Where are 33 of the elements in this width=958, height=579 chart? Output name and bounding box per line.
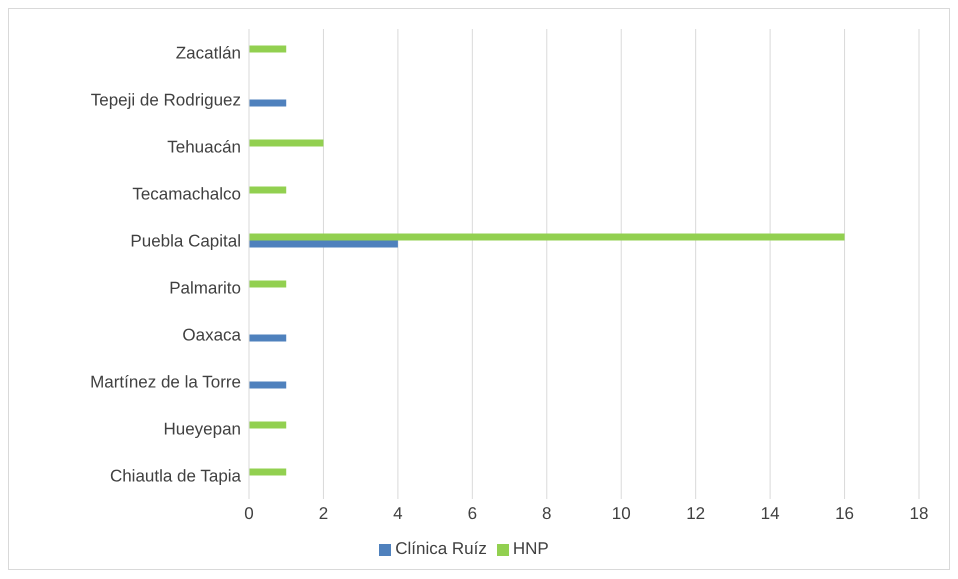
bar <box>249 334 286 342</box>
bar <box>249 186 286 194</box>
x-tick-label: 16 <box>835 504 854 524</box>
bar <box>249 421 286 428</box>
bar <box>249 280 286 288</box>
y-tick-label: Puebla Capital <box>130 232 241 251</box>
y-tick-label: Palmarito <box>169 278 241 298</box>
bar <box>249 99 286 106</box>
x-tick-label: 18 <box>910 504 928 524</box>
y-tick-label: Zacatlán <box>176 44 241 63</box>
legend-label: HNP <box>512 539 549 558</box>
legend-label: Clínica Ruíz <box>395 539 487 558</box>
bar <box>249 45 286 52</box>
bar <box>249 468 286 476</box>
x-tick-label: 12 <box>686 504 706 524</box>
bar <box>249 240 398 248</box>
y-tick-label: Oaxaca <box>182 326 242 345</box>
y-tick-label: Tecamachalco <box>132 184 241 204</box>
x-tick-label: 8 <box>542 504 552 524</box>
y-tick-label: Tepeji de Rodriguez <box>90 90 241 110</box>
x-tick-label: 10 <box>612 504 631 524</box>
x-tick-label: 6 <box>468 504 478 524</box>
x-tick-label: 4 <box>393 504 403 524</box>
x-tick-label: 14 <box>760 504 780 524</box>
y-tick-label: Tehuacán <box>167 138 241 157</box>
bar <box>249 139 324 146</box>
x-tick-label: 0 <box>244 504 254 524</box>
y-tick-label: Martínez de la Torre <box>90 372 241 392</box>
y-tick-label: Chiautla de Tapia <box>110 466 242 486</box>
bar <box>249 233 845 240</box>
y-tick-label: Hueyepan <box>163 420 241 439</box>
bar <box>249 381 286 388</box>
x-tick-label: 2 <box>318 504 328 524</box>
